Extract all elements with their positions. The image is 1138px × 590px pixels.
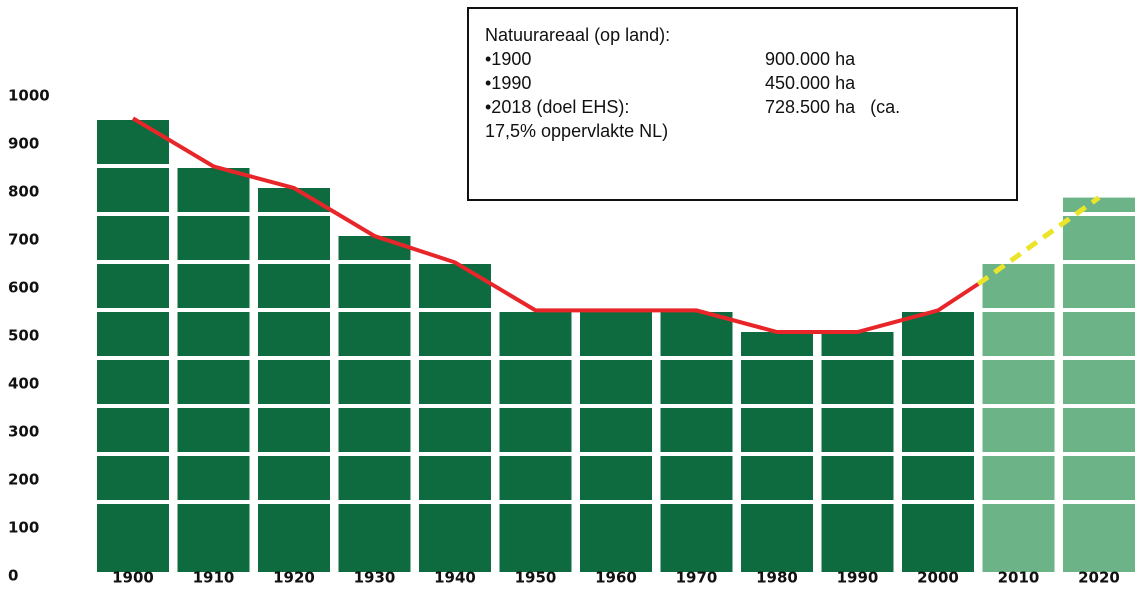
bar bbox=[499, 308, 572, 572]
y-tick-label: 900 bbox=[8, 135, 39, 153]
x-tick-label: 1940 bbox=[434, 569, 476, 587]
y-tick-label: 0 bbox=[8, 567, 18, 585]
x-tick-label: 1990 bbox=[837, 569, 879, 587]
annotation-row: •2018 (doel EHS): 728.500 ha (ca. bbox=[485, 95, 1000, 119]
x-tick-label: 2000 bbox=[917, 569, 959, 587]
bar bbox=[258, 188, 330, 572]
annotation-left: •2018 (doel EHS): bbox=[485, 97, 630, 117]
y-tick-label: 700 bbox=[8, 231, 39, 249]
x-tick-label: 2020 bbox=[1078, 569, 1120, 587]
bar bbox=[580, 308, 652, 572]
bar bbox=[1063, 197, 1135, 572]
y-tick-label: 400 bbox=[8, 375, 39, 393]
x-tick-label: 1930 bbox=[354, 569, 396, 587]
x-tick-label: 1970 bbox=[676, 569, 718, 587]
bar bbox=[97, 116, 169, 572]
x-tick-label: 1920 bbox=[273, 569, 315, 587]
y-tick-label: 300 bbox=[8, 423, 39, 441]
annotation-right: 900.000 ha bbox=[765, 49, 856, 69]
bar bbox=[177, 164, 250, 572]
trend-line bbox=[976, 195, 1101, 287]
annotation-tail: 17,5% oppervlakte NL) bbox=[485, 121, 669, 141]
x-tick-label: 2010 bbox=[998, 569, 1040, 587]
annotation-rows: •1900 900.000 ha •1990 450.000 ha •2018 (doe… bbox=[485, 47, 1000, 119]
y-tick-label: 100 bbox=[8, 519, 39, 537]
annotation-row: •1990 450.000 ha bbox=[485, 71, 1000, 95]
x-tick-label: 1960 bbox=[595, 569, 637, 587]
annotation-row: •1900 900.000 ha bbox=[485, 47, 1000, 71]
annotation-right: 728.500 ha (ca. bbox=[765, 97, 901, 117]
x-tick-label: 1950 bbox=[515, 569, 557, 587]
x-tick-label: 1900 bbox=[112, 569, 154, 587]
x-tick-label: 1910 bbox=[193, 569, 235, 587]
x-tick-label: 1980 bbox=[756, 569, 798, 587]
y-tick-label: 500 bbox=[8, 327, 39, 345]
y-tick-label: 200 bbox=[8, 471, 39, 489]
bar bbox=[660, 308, 733, 572]
annotation-left: •1900 bbox=[485, 49, 532, 69]
y-tick-label: 600 bbox=[8, 279, 39, 297]
annotation-right: 450.000 ha bbox=[765, 73, 856, 93]
trend-line bbox=[131, 116, 980, 334]
y-tick-label: 1000 bbox=[8, 87, 50, 105]
bar bbox=[982, 260, 1055, 572]
bar bbox=[902, 308, 974, 572]
annotation-box: Natuurareaal (op land): •1900 900.000 ha •… bbox=[467, 7, 1018, 201]
annotation-left: •1990 bbox=[485, 73, 532, 93]
bar bbox=[419, 260, 491, 572]
annotation-title: Natuurareaal (op land): bbox=[485, 25, 671, 45]
y-tick-label: 800 bbox=[8, 183, 39, 201]
